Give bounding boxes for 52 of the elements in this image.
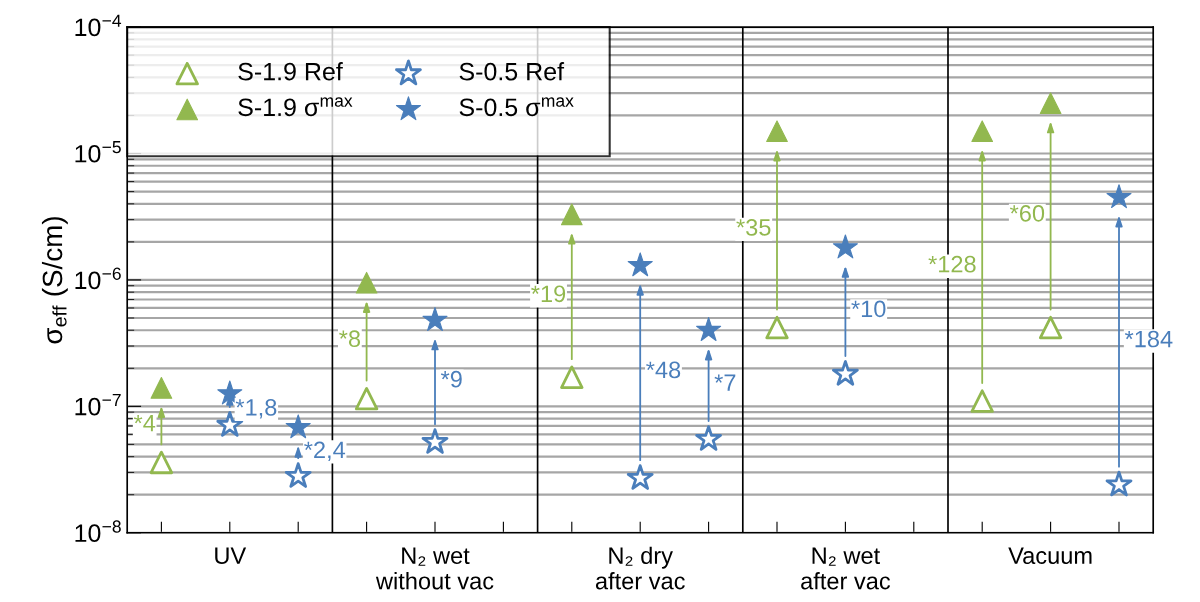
point xyxy=(149,450,174,475)
point xyxy=(355,271,378,294)
x-tick-label: N₂ wet after vac xyxy=(801,547,891,590)
point xyxy=(560,365,584,389)
annotation: *48 xyxy=(646,361,681,379)
point xyxy=(422,307,448,331)
point xyxy=(421,428,449,454)
annotation: *4 xyxy=(133,415,156,432)
legend-label: S-0.5 σ$^{max}$ xyxy=(459,97,574,117)
point xyxy=(971,120,994,143)
annotation: *128 xyxy=(928,255,976,273)
legend-label: S-0.5 Ref xyxy=(459,62,565,81)
y-axis-title: σ$_{eff}$ (S/cm) xyxy=(41,217,68,344)
point xyxy=(696,317,722,341)
point xyxy=(766,120,788,143)
annotation: *8 xyxy=(339,330,361,348)
legend-label: S-1.9 Ref xyxy=(238,62,343,81)
annotation: *184 xyxy=(1124,330,1173,348)
y-tick-label: 10$^{−4}$ xyxy=(75,14,122,37)
point xyxy=(354,386,379,411)
point xyxy=(285,414,311,439)
point xyxy=(1039,92,1062,115)
point xyxy=(970,389,994,413)
point xyxy=(627,252,653,277)
annotation: *19 xyxy=(531,285,566,303)
point xyxy=(284,462,312,488)
point xyxy=(695,425,722,451)
point xyxy=(832,360,859,386)
annotation: *60 xyxy=(1009,205,1045,222)
y-tick-label: 10$^{−8}$ xyxy=(75,520,121,543)
point xyxy=(560,203,583,226)
point xyxy=(150,377,173,399)
annotation: *1,8 xyxy=(235,399,277,419)
annotation: *35 xyxy=(736,219,771,236)
x-tick-label: UV xyxy=(215,547,247,564)
y-tick-label: 10$^{−7}$ xyxy=(75,393,121,416)
legend-label: S-1.9 σ$^{max}$ xyxy=(238,97,353,117)
x-tick-label: N₂ dry after vac xyxy=(595,546,685,590)
point xyxy=(765,315,789,340)
x-tick-label: Vacuum xyxy=(1008,547,1092,564)
y-tick-label: 10$^{−5}$ xyxy=(75,141,121,163)
x-tick-label: N₂ wet without vac xyxy=(375,547,494,590)
point xyxy=(626,464,654,490)
point xyxy=(1106,184,1132,209)
point xyxy=(1105,470,1133,497)
point xyxy=(1038,315,1063,340)
annotation: *7 xyxy=(714,374,736,391)
annotation: *10 xyxy=(851,300,886,318)
annotation: *9 xyxy=(440,370,462,388)
y-tick-label: 10$^{−6}$ xyxy=(75,267,121,290)
point xyxy=(832,234,858,259)
annotation: *2,4 xyxy=(304,441,346,462)
